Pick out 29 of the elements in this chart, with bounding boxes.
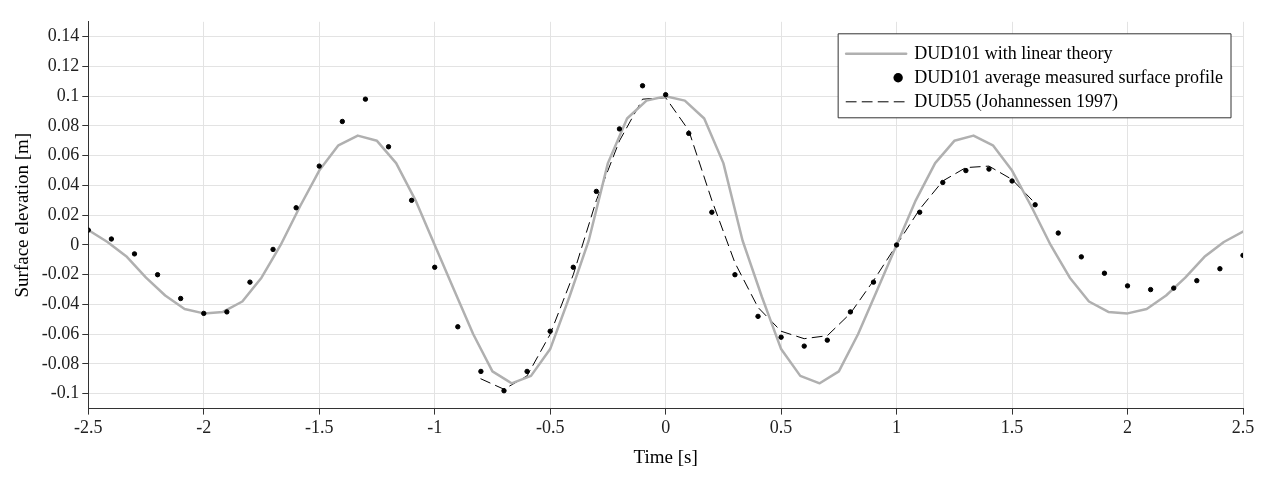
legend-label: DUD55 (Johannessen 1997)	[914, 90, 1119, 112]
x-axis-title: Time [s]	[633, 445, 698, 467]
y-tick-label: 0.08	[47, 114, 80, 135]
x-tick-label: -0.5	[535, 417, 565, 438]
x-tick-label: 2.5	[1231, 417, 1255, 438]
y-tick-label: 0.02	[47, 203, 80, 224]
y-tick-label: -0.1	[50, 382, 80, 403]
y-tick-label: -0.08	[41, 352, 80, 373]
x-tick-label: -1.5	[304, 417, 334, 438]
x-tick-label: -2.5	[74, 417, 103, 438]
y-tick-label: 0.12	[47, 55, 80, 76]
x-tick-label: 0	[661, 417, 671, 438]
x-tick-label: -1	[427, 417, 443, 438]
y-tick-label: 0.04	[47, 174, 80, 195]
x-tick-label: -2	[196, 417, 212, 438]
legend-label: DUD101 with linear theory	[914, 42, 1113, 63]
y-tick-label: 0	[70, 233, 80, 254]
y-tick-label: -0.04	[41, 293, 80, 314]
y-tick-label: 0.14	[47, 25, 80, 46]
y-tick-label: -0.06	[41, 322, 80, 343]
x-tick-label: 0.5	[769, 417, 793, 438]
y-tick-label: 0.06	[47, 144, 80, 165]
y-axis-title: Surface elevation [m]	[11, 132, 33, 298]
x-tick-label: 1.5	[1000, 417, 1024, 438]
y-tick-label: -0.02	[41, 263, 80, 284]
y-tick-label: 0.1	[56, 84, 80, 105]
legend-label: DUD101 average measured surface profile	[914, 66, 1224, 87]
x-tick-label: 2	[1123, 417, 1133, 438]
x-tick-label: 1	[892, 417, 902, 438]
